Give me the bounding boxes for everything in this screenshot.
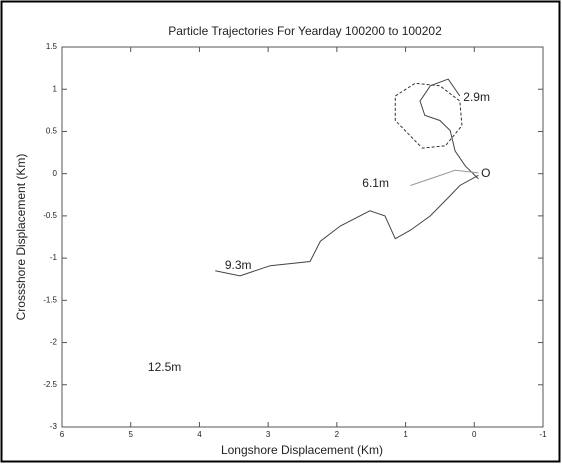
trajectory: [410, 169, 479, 186]
y-tick-label: -1.5: [43, 295, 57, 304]
trajectory: [394, 82, 463, 149]
x-tick-label: 6: [60, 430, 65, 439]
annotation: 9.3m: [225, 258, 252, 272]
y-tick-label: -2.5: [43, 380, 57, 389]
x-axis-label: Longshore Displacement (Km): [221, 443, 383, 457]
annotation: 2.9m: [463, 90, 490, 104]
y-tick-label: -2: [50, 338, 58, 347]
y-tick-label: -3: [50, 422, 58, 431]
x-tick-label: 0: [472, 430, 477, 439]
y-tick-label: 0.5: [46, 127, 58, 136]
x-tick-label: 1: [403, 430, 408, 439]
y-tick-label: 1: [53, 84, 58, 93]
y-axis-label: Crossshore Displacement (Km): [14, 154, 28, 321]
annotation: 12.5m: [148, 360, 181, 374]
x-tick-label: 4: [197, 430, 202, 439]
y-tick-label: 1.5: [46, 42, 58, 51]
x-tick-label: -1: [539, 430, 547, 439]
plot-area: [61, 46, 544, 428]
trajectory: [419, 78, 479, 180]
x-tick-label: 3: [266, 430, 271, 439]
annotation: O: [481, 166, 490, 180]
trajectory: [215, 174, 479, 277]
y-tick-label: 0: [53, 169, 58, 178]
x-tick-label: 2: [335, 430, 340, 439]
x-tick-label: 5: [128, 430, 133, 439]
y-tick-label: -1: [50, 253, 58, 262]
chart-title: Particle Trajectories For Yearday 100200…: [168, 24, 442, 38]
y-tick-label: -0.5: [43, 211, 57, 220]
annotation: 6.1m: [362, 176, 389, 190]
